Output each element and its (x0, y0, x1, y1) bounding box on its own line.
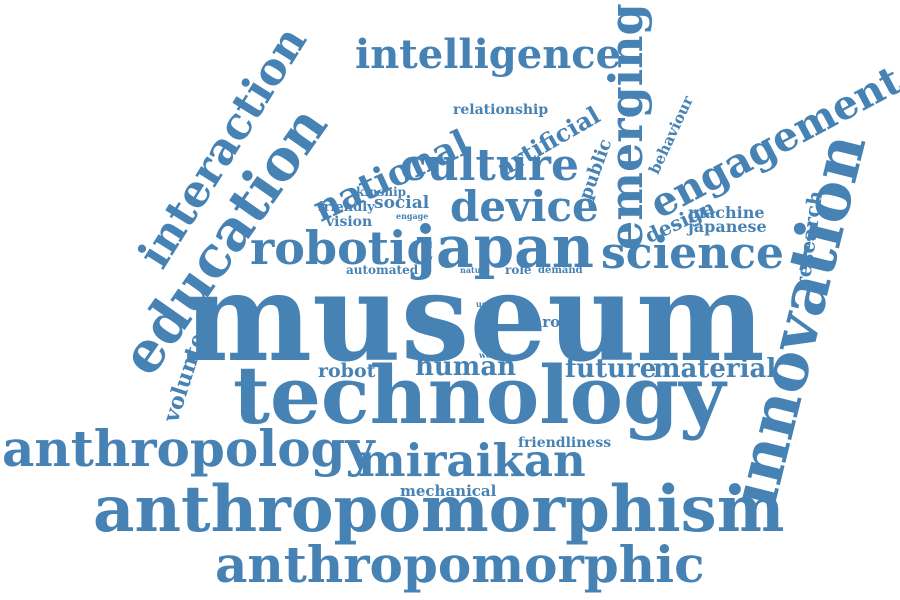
word-vision: vision (326, 214, 373, 230)
word-mechanical: mechanical (400, 482, 497, 500)
word-intelligence: intelligence (355, 31, 622, 78)
word-machine: machine (688, 203, 765, 222)
word-museum: museum (183, 245, 765, 389)
word-engage: engage (396, 211, 429, 221)
word-relationship: relationship (453, 102, 549, 118)
word-future: future (565, 354, 657, 384)
word-nature: nature (460, 265, 490, 275)
word-friendly: friendly (318, 200, 375, 215)
word-culture: culture (400, 140, 579, 191)
word-role: role (505, 263, 532, 277)
word-anthropomorphism: anthropomorphism (93, 472, 785, 547)
word-material: material (653, 354, 777, 384)
word-demand: demand (538, 265, 583, 276)
word-automated: automated (346, 263, 419, 277)
word-user: user (476, 299, 496, 309)
word-anthropomorphic: anthropomorphic (215, 535, 705, 594)
word-miraikan: miraikan (358, 434, 586, 487)
word-kinship: kinship (356, 185, 407, 199)
word-paro: paro (522, 313, 561, 331)
word-technology: technology (233, 348, 726, 442)
word-robot: robot (318, 360, 376, 382)
word-social: social (374, 193, 430, 213)
word-japan: japan (415, 213, 594, 281)
word-science: science (601, 228, 785, 279)
word-robotic: robotic (250, 221, 435, 275)
word-japanese: japanese (688, 217, 767, 236)
word-emerging: emerging (599, 3, 653, 250)
word-worker: worker (479, 350, 511, 360)
word-device: device (450, 182, 599, 231)
word-anthropology: anthropology (2, 419, 375, 478)
word-human: human (415, 352, 517, 382)
word-friendliness: friendliness (518, 435, 612, 451)
